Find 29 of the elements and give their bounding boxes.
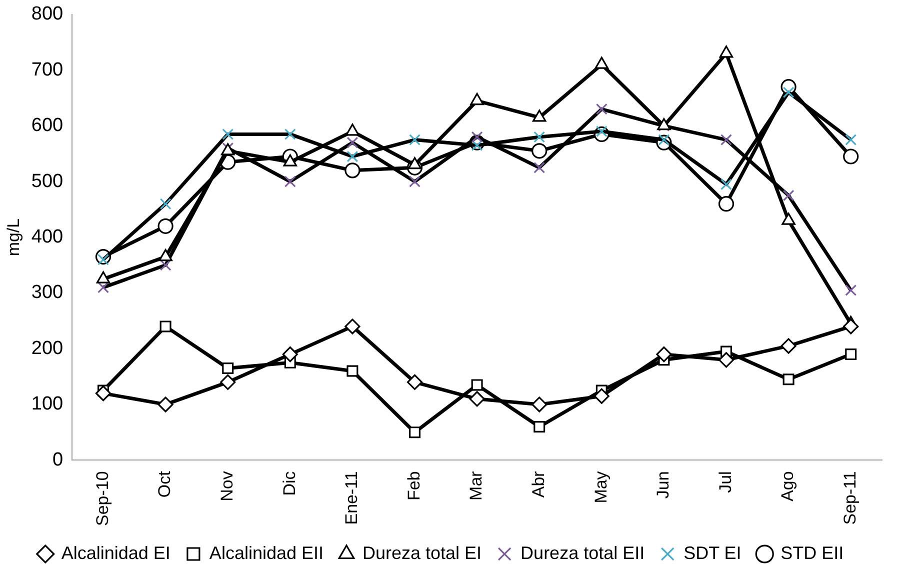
y-tick-label: 100 — [31, 394, 64, 415]
y-tick-label: 300 — [31, 282, 64, 304]
x-tick-label: Mar — [466, 470, 486, 500]
x-tick-label: Sep-10 — [92, 471, 112, 526]
x-tick-label: Jun — [654, 471, 673, 499]
legend-label: Alcalinidad EII — [209, 542, 324, 563]
legend-label: Dureza total EII — [520, 542, 645, 563]
y-axis-title: mg/L — [4, 218, 23, 256]
x-tick-label: Sep-11 — [840, 471, 860, 525]
x-tick-label: Oct — [155, 470, 174, 498]
legend-label: Dureza total EI — [362, 542, 482, 563]
y-tick-label: 700 — [31, 59, 64, 80]
y-tick-label: 200 — [31, 338, 64, 359]
x-tick-label: Ago — [778, 471, 798, 502]
y-tick-label: 0 — [52, 449, 64, 470]
y-tick-label: 600 — [31, 115, 64, 136]
x-tick-label: Dic — [280, 470, 299, 496]
legend-label: SDT EI — [684, 542, 742, 563]
y-tick-label: 800 — [31, 4, 64, 25]
x-tick-label: Feb — [404, 471, 424, 500]
y-tick-label: 500 — [31, 170, 64, 192]
y-tick-label: 400 — [31, 226, 64, 248]
x-tick-label: Abr — [529, 470, 548, 498]
legend-label: STD EII — [780, 542, 844, 563]
x-tick-label: Jul — [716, 471, 735, 493]
x-tick-label: Ene-11 — [342, 471, 362, 525]
legend-label: Alcalinidad EI — [61, 542, 170, 563]
x-tick-label: Nov — [218, 470, 237, 502]
x-tick-label: May — [591, 470, 610, 504]
